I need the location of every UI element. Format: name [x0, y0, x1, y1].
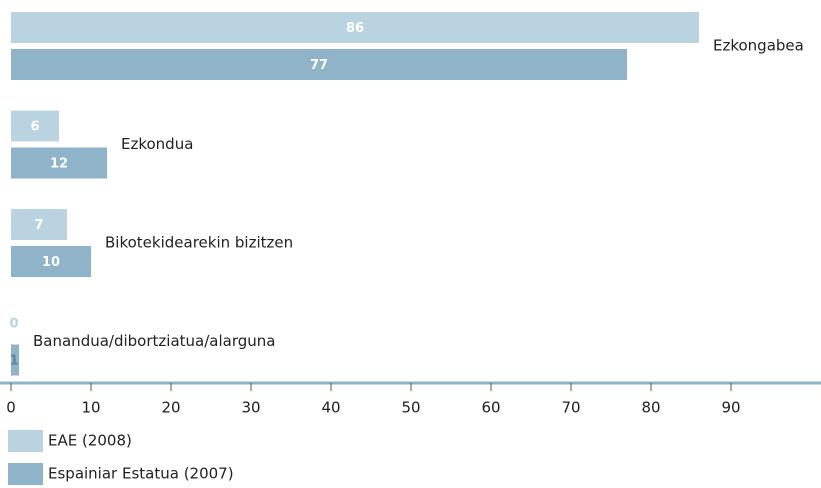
- value-label: 77: [310, 58, 328, 73]
- legend-swatch: [8, 430, 43, 452]
- value-label: 7: [34, 218, 43, 233]
- value-label: 10: [42, 255, 60, 270]
- x-tick-label: 60: [481, 399, 500, 417]
- value-label: 86: [346, 21, 364, 36]
- value-label: 0: [9, 317, 18, 332]
- category-label: Ezkongabea: [713, 37, 804, 55]
- x-tick-label: 70: [561, 399, 580, 417]
- bar: [11, 246, 91, 277]
- category-label: Ezkondua: [121, 135, 193, 153]
- x-tick-label: 20: [161, 399, 180, 417]
- bar: [11, 12, 699, 43]
- bar: [11, 209, 67, 240]
- x-tick-label: 80: [641, 399, 660, 417]
- bar: [11, 49, 627, 80]
- value-label: 6: [30, 120, 39, 135]
- x-tick-label: 10: [81, 399, 100, 417]
- x-tick-label: 0: [6, 399, 16, 417]
- x-tick-label: 40: [321, 399, 340, 417]
- bar: [11, 147, 107, 179]
- value-label: 1: [9, 354, 18, 369]
- legend-label: Espainiar Estatua (2007): [48, 465, 234, 483]
- x-tick-label: 50: [401, 399, 420, 417]
- bar: [11, 344, 19, 376]
- x-tick-label: 90: [721, 399, 740, 417]
- legend-swatch: [8, 463, 43, 485]
- bar: [11, 110, 59, 142]
- x-tick-label: 30: [241, 399, 260, 417]
- category-label: Banandua/dibortziatua/alarguna: [33, 332, 275, 350]
- value-label: 12: [50, 157, 68, 172]
- legend-label: EAE (2008): [48, 432, 132, 450]
- category-label: Bikotekidearekin bizitzen: [105, 234, 293, 252]
